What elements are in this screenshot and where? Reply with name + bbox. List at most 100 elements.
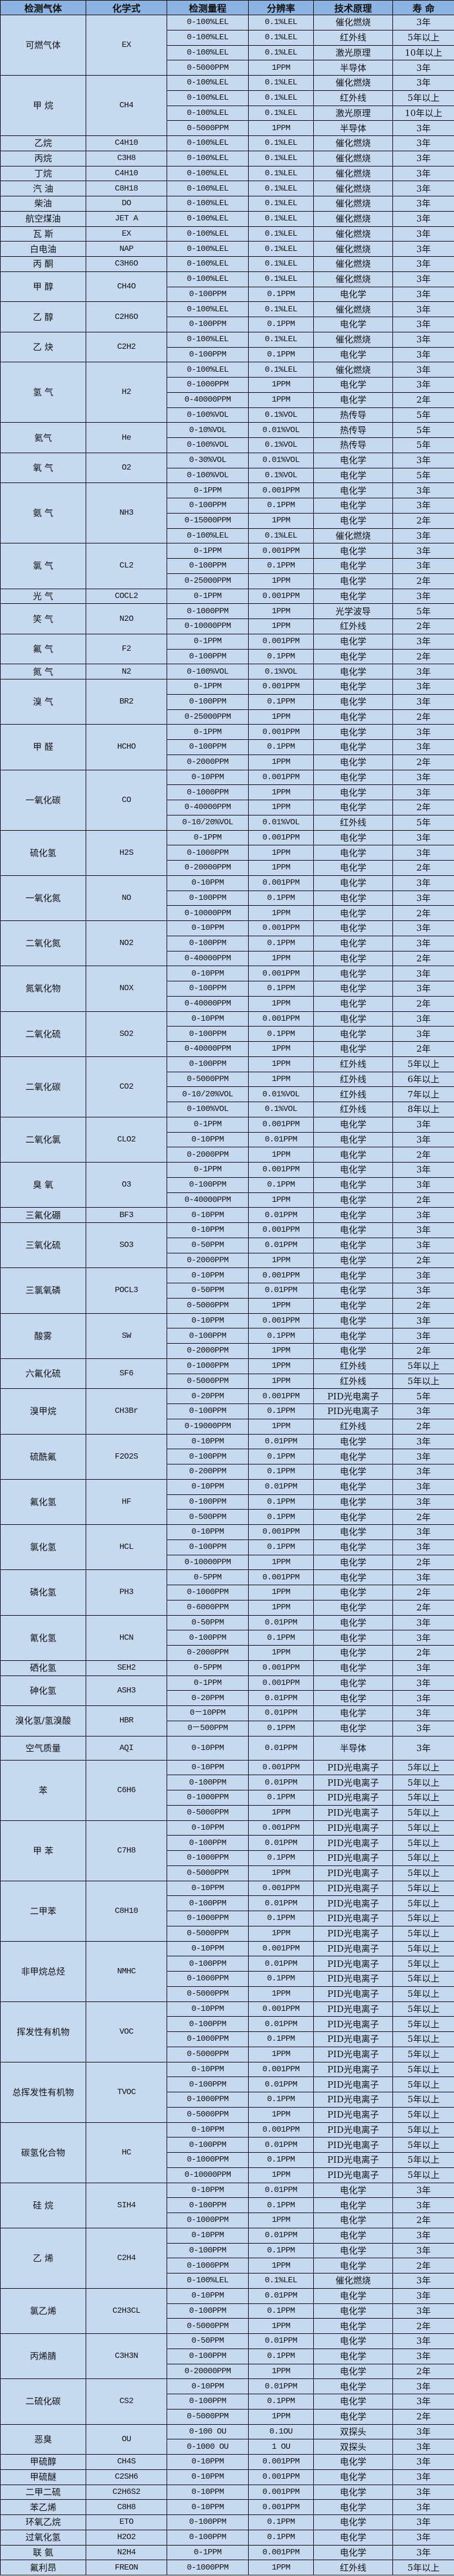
- formula-cell: SF6: [86, 1358, 167, 1389]
- lifespan-cell: 3年: [392, 558, 454, 574]
- resolution-cell: 0.1%LEL: [248, 105, 314, 121]
- formula-cell: CO: [86, 769, 167, 831]
- table-row: 0-20000PPM 1PPM 电化学 2年: [1, 860, 454, 876]
- lifespan-cell: 6年以上: [392, 1071, 454, 1088]
- resolution-cell: 1PPM: [248, 618, 314, 634]
- resolution-cell: 0.1PPM: [248, 2348, 314, 2364]
- resolution-cell: 0.1PPM: [248, 1328, 314, 1344]
- lifespan-cell: 2年: [392, 860, 454, 876]
- table-row: 0-40000PPM 1PPM 电化学 2年: [1, 1041, 454, 1057]
- range-cell: 0-100PPM: [167, 1895, 249, 1911]
- gas-name-cell: 甲硫醚: [0, 2469, 86, 2485]
- formula-cell: CLO2: [86, 1116, 167, 1163]
- principle-cell: PID光电离子: [313, 1759, 393, 1776]
- resolution-cell: 1PPM: [248, 754, 314, 770]
- range-cell: 0-100PPM: [167, 935, 249, 951]
- principle-cell: PID光电离子: [313, 2152, 393, 2168]
- table-row: 0-40000PPM 1PPM 电化学 2年: [1, 392, 454, 408]
- gas-name-cell: 乙 烯: [0, 2227, 86, 2289]
- formula-cell: EX: [86, 15, 167, 76]
- lifespan-cell: 3年: [392, 1313, 454, 1329]
- principle-cell: PID光电离子: [313, 1835, 393, 1851]
- lifespan-cell: 2年: [392, 1297, 454, 1314]
- gas-name-cell: 丙烷: [0, 150, 86, 166]
- range-cell: 0-100%VOL: [167, 467, 249, 484]
- range-cell: 0-20000PPM: [167, 2363, 249, 2380]
- resolution-cell: 1PPM: [248, 1252, 314, 1269]
- formula-cell: He: [86, 422, 167, 453]
- lifespan-cell: 3年: [392, 362, 454, 378]
- table-header: 检测气体 化学式 检测量程 分辨率 技术原理 寿 命: [0, 0, 454, 15]
- lifespan-cell: 2年: [392, 1645, 454, 1661]
- range-cell: 0-2000PPM: [167, 1147, 249, 1163]
- resolution-cell: 0.1%LEL: [248, 150, 314, 166]
- range-cell: 0-1000PPM: [167, 2560, 249, 2575]
- gas-name-cell: 汽 油: [0, 181, 86, 196]
- lifespan-cell: 5年以上: [392, 1373, 454, 1389]
- table-row: 0-6000PPM 1PPM 电化学 2年: [1, 1599, 454, 1616]
- lifespan-cell: 5年: [392, 603, 454, 619]
- principle-cell: 电化学: [313, 1494, 393, 1510]
- header-resolution: 分辨率: [248, 0, 314, 15]
- principle-cell: PID光电离子: [313, 1971, 393, 1987]
- resolution-cell: 0.01PPM: [248, 2137, 314, 2153]
- range-cell: 0-10000PPM: [167, 905, 249, 921]
- resolution-cell: 0.001PPM: [248, 2499, 314, 2515]
- resolution-cell: 0.1%VOL: [248, 1102, 314, 1117]
- table-row: 0-100PPM 0.1PPM 电化学 3年: [1, 1494, 454, 1510]
- range-cell: 0-100%LEL: [167, 528, 249, 544]
- lifespan-cell: 3年: [392, 301, 454, 317]
- range-cell: 0-2000PPM: [167, 1645, 249, 1661]
- resolution-cell: 1PPM: [248, 1418, 314, 1435]
- principle-cell: 电化学: [313, 2227, 393, 2244]
- range-cell: 0-5000PPM: [167, 2318, 249, 2334]
- formula-cell: OU: [86, 2424, 167, 2455]
- formula-cell: N2: [86, 664, 167, 679]
- lifespan-cell: 3年: [392, 920, 454, 936]
- lifespan-cell: 3年: [392, 1433, 454, 1450]
- lifespan-cell: 7年以上: [392, 1086, 454, 1102]
- formula-cell: C2H6O: [86, 301, 167, 332]
- resolution-cell: 0.01PPM: [248, 1690, 314, 1706]
- resolution-cell: 0.1PPM: [248, 1850, 314, 1866]
- table-row: 0-5000PPM 1PPM 半导体 3年: [1, 60, 454, 76]
- range-cell: 0-100%LEL: [167, 362, 249, 378]
- lifespan-cell: 3年: [392, 1011, 454, 1027]
- gas-name-cell: 氟化氢: [0, 1479, 86, 1525]
- lifespan-cell: 3年: [392, 769, 454, 786]
- table-row: 瓦 斯 EX 0-100%LEL 0.1%LEL 催化燃烧 3年: [0, 226, 454, 242]
- gas-name-cell: 氟利昂: [0, 2560, 86, 2575]
- resolution-cell: 0.1OU: [248, 2424, 314, 2440]
- range-cell: 0-1PPM: [167, 830, 249, 846]
- principle-cell: 电化学: [313, 1479, 393, 1495]
- table-row: 0-1000PPM 0.1PPM PID光电离子 5年以上: [1, 2092, 454, 2108]
- lifespan-cell: 3年: [392, 845, 454, 861]
- principle-cell: PID光电离子: [313, 2137, 393, 2153]
- table-row: 总挥发性有机物 TVOC 0-10PPM 0.001PPM PID光电离子 5年以上: [0, 2061, 454, 2123]
- table-row: 0-100%VOL 0.1%VOL 电化学 5年: [1, 467, 454, 484]
- range-cell: 0-20PPM: [167, 1388, 249, 1404]
- range-cell: 0－10PPM: [167, 1705, 249, 1721]
- lifespan-cell: 3年: [392, 2514, 454, 2530]
- principle-cell: 电化学: [313, 1313, 393, 1329]
- principle-cell: 电化学: [313, 1554, 393, 1571]
- range-cell: 0-10/20%VOL: [167, 814, 249, 831]
- resolution-cell: 1PPM: [248, 1071, 314, 1088]
- lifespan-cell: 3年: [392, 331, 454, 348]
- lifespan-cell: 3年: [392, 1630, 454, 1646]
- resolution-cell: 0.1%VOL: [248, 407, 314, 423]
- table-row: 苯 C6H6 0-10PPM 0.001PPM PID光电离子 5年以上: [0, 1759, 454, 1821]
- table-row: 0-5000PPM 1PPM PID光电离子 5年以上: [1, 2106, 454, 2123]
- principle-cell: PID光电离子: [313, 1804, 393, 1821]
- range-cell: 0-40000PPM: [167, 995, 249, 1012]
- resolution-cell: 1PPM: [248, 1599, 314, 1616]
- range-cell: 0-40000PPM: [167, 1192, 249, 1208]
- formula-cell: C6H6: [86, 1759, 167, 1821]
- range-cell: 0-2000PPM: [167, 1252, 249, 1269]
- resolution-cell: 1PPM: [248, 1343, 314, 1359]
- lifespan-cell: 3年: [392, 2378, 454, 2394]
- lifespan-cell: 2年: [392, 2318, 454, 2334]
- resolution-cell: 0.1PPM: [248, 1911, 314, 1926]
- lifespan-cell: 3年: [392, 1131, 454, 1148]
- table-row: 0-2000PPM 1PPM 电化学 2年: [1, 1147, 454, 1163]
